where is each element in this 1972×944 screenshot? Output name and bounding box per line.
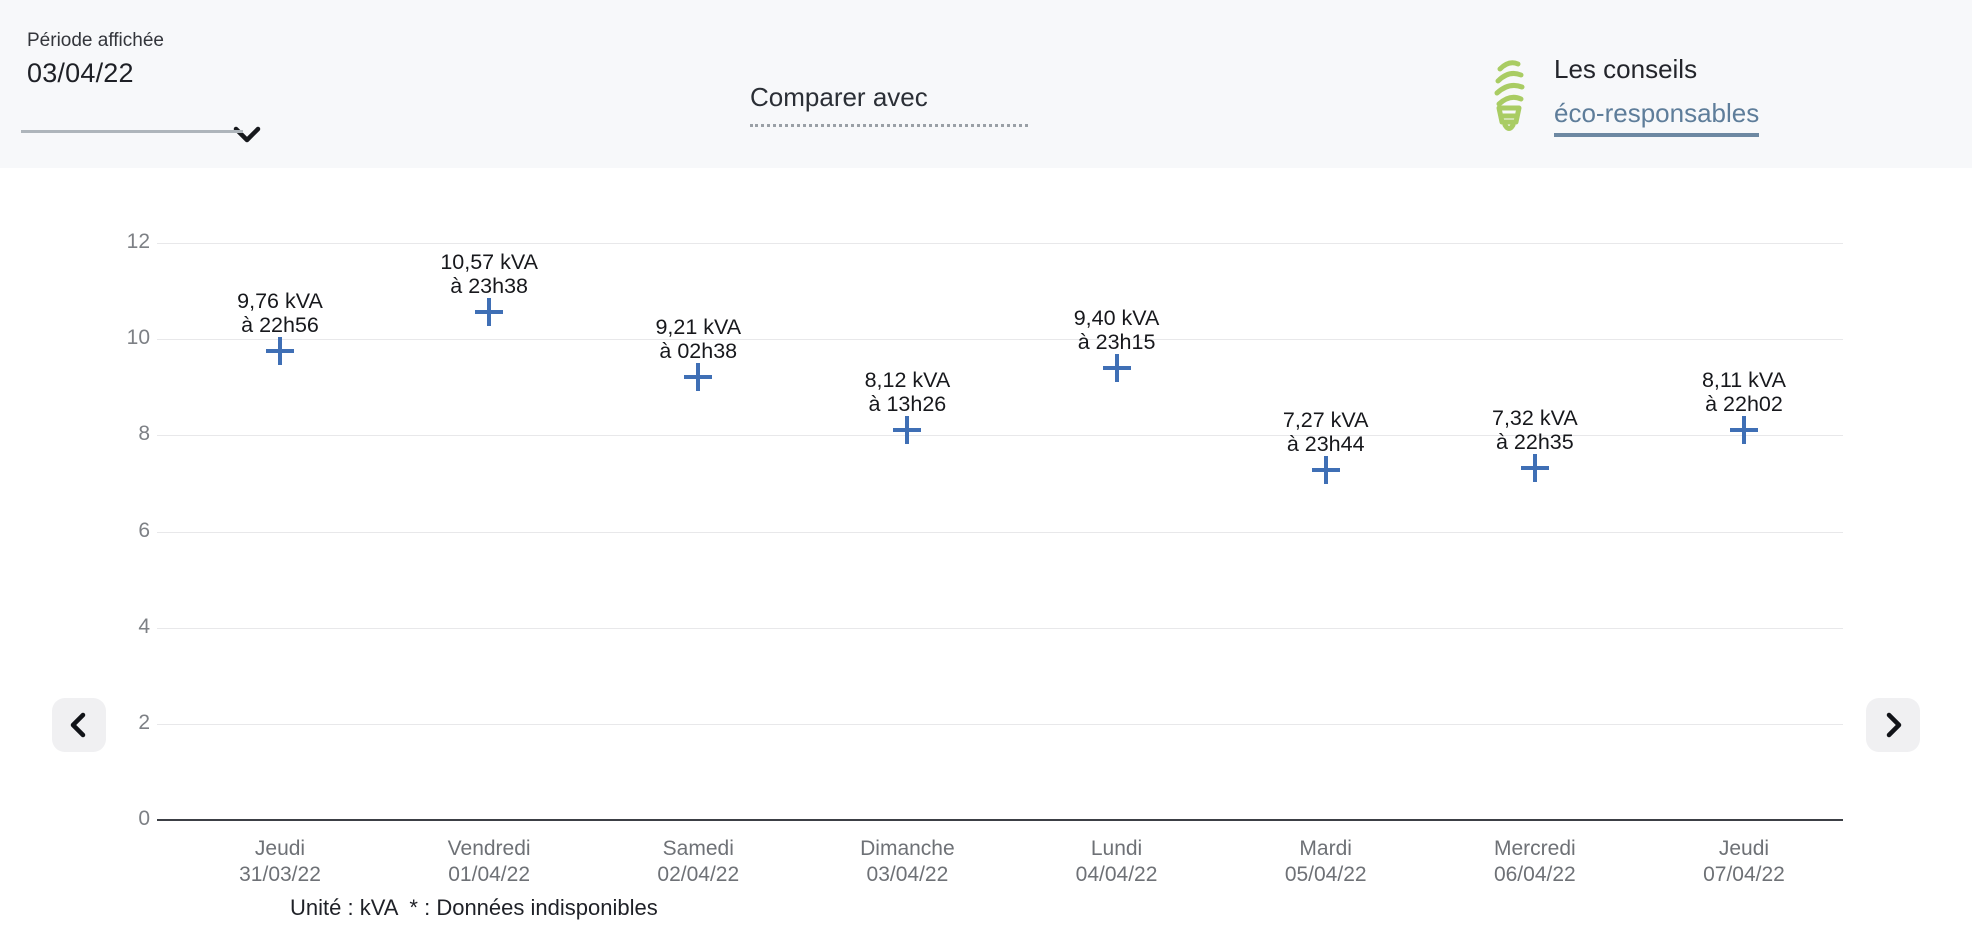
y-axis-tick-label: 8 [138, 422, 150, 446]
gridline [157, 243, 1843, 244]
data-point-marker [893, 415, 922, 444]
y-axis-tick-label: 10 [126, 326, 150, 350]
eco-tips-block: Les conseils éco-responsables [1488, 50, 1808, 145]
gridline [157, 531, 1843, 533]
data-point-marker [266, 336, 294, 365]
y-axis-tick-label: 4 [138, 614, 150, 638]
x-axis-day-label: Dimanche 03/04/22 [860, 837, 955, 886]
data-point-marker [475, 297, 504, 326]
y-axis-tick-label: 2 [138, 710, 150, 734]
x-axis-day-label: Jeudi 07/04/22 [1703, 837, 1785, 886]
data-point-marker [684, 363, 713, 392]
unit-footnote: Unité : kVA * : Données indisponibles [290, 895, 658, 920]
data-point-label: 9,40 kVA à 23h15 [1073, 306, 1160, 355]
y-axis-tick-label: 12 [126, 230, 150, 253]
eco-tips-link[interactable]: éco-responsables [1554, 98, 1760, 137]
data-point-label: 10,57 kVA à 23h38 [440, 249, 538, 298]
x-axis-day-label: Samedi 02/04/22 [657, 837, 740, 886]
data-point-marker [1311, 456, 1340, 485]
chevron-down-icon [232, 124, 262, 146]
data-point-label: 7,32 kVA à 22h35 [1492, 406, 1578, 455]
x-axis-day-label: Lundi 04/04/22 [1075, 837, 1158, 886]
period-dropdown[interactable]: 03/04/22 [27, 58, 261, 143]
x-axis-line [157, 819, 1843, 821]
gridline [157, 339, 1843, 341]
previous-period-button[interactable] [52, 698, 106, 752]
data-point-label: 8,12 kVA à 13h26 [864, 367, 951, 416]
cfl-bulb-icon [1488, 56, 1530, 138]
period-displayed-label: Période affichée [27, 30, 164, 51]
compare-with-button[interactable]: Comparer avec [750, 60, 1030, 135]
data-point-marker [1729, 416, 1758, 445]
gridline [157, 435, 1843, 437]
period-dropdown-underline [21, 130, 243, 133]
data-point-label: 9,76 kVA à 22h56 [237, 288, 323, 337]
data-point-marker [1520, 454, 1549, 483]
power-peaks-chart: 0 2 4 6 8 10 12 9,76 kVA à 22h56 Jeudi 31/03/22 10,… [0, 168, 1972, 944]
y-axis-tick-label: 0 [138, 807, 150, 830]
y-axis-tick-label: 6 [138, 518, 150, 542]
header-bar: Période affichée 03/04/22 Comparer avec [0, 0, 1972, 168]
compare-with-label: Comparer avec [750, 82, 928, 112]
data-point-label: 7,27 kVA à 23h44 [1282, 408, 1369, 457]
x-axis-day-label: Jeudi 31/03/22 [239, 837, 321, 886]
data-point-label: 8,11 kVA à 22h02 [1701, 368, 1786, 417]
chevron-left-icon [70, 712, 86, 738]
period-dropdown-value: 03/04/22 [27, 58, 134, 88]
gridline [157, 627, 1843, 629]
next-period-button[interactable] [1866, 698, 1920, 752]
chevron-right-icon [1886, 712, 1902, 738]
x-axis-day-label: Mercredi 06/04/22 [1493, 837, 1576, 886]
x-axis-day-label: Vendredi 01/04/22 [447, 837, 531, 886]
eco-tips-title: Les conseils [1554, 54, 1698, 84]
data-point-marker [1102, 354, 1131, 383]
data-point-label: 9,21 kVA à 02h38 [655, 315, 742, 364]
compare-with-dotted-line [750, 124, 1028, 127]
x-axis-day-label: Mardi 05/04/22 [1284, 837, 1367, 886]
gridline [157, 723, 1843, 725]
